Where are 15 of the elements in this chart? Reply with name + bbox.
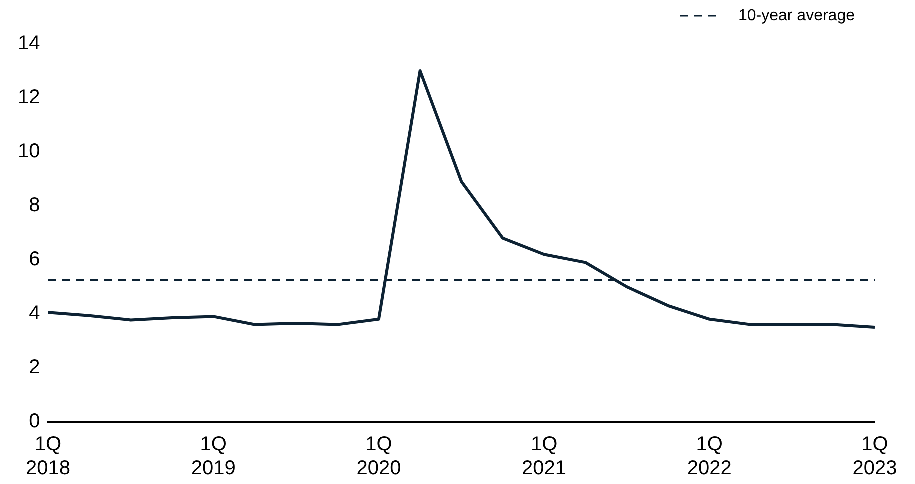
y-tick-label: 6 [29, 248, 40, 271]
y-tick-label: 12 [18, 86, 40, 109]
y-tick-label: 14 [18, 32, 40, 55]
y-tick-label: 4 [29, 302, 40, 325]
x-tick-label: 1Q 2018 [26, 434, 70, 480]
x-tick-label: 1Q 2021 [522, 434, 567, 480]
y-tick-label: 2 [29, 356, 40, 379]
legend-label: 10-year average [738, 7, 856, 24]
x-tick-label: 1Q 2019 [191, 434, 236, 480]
y-tick-label: 10 [18, 140, 40, 163]
x-tick-label: 1Q 2022 [687, 434, 732, 480]
y-tick-label: 0 [29, 410, 40, 433]
x-tick-label: 1Q 2020 [356, 434, 402, 480]
x-tick-label: 1Q 2023 [852, 434, 898, 480]
y-tick-label: 8 [29, 194, 40, 217]
